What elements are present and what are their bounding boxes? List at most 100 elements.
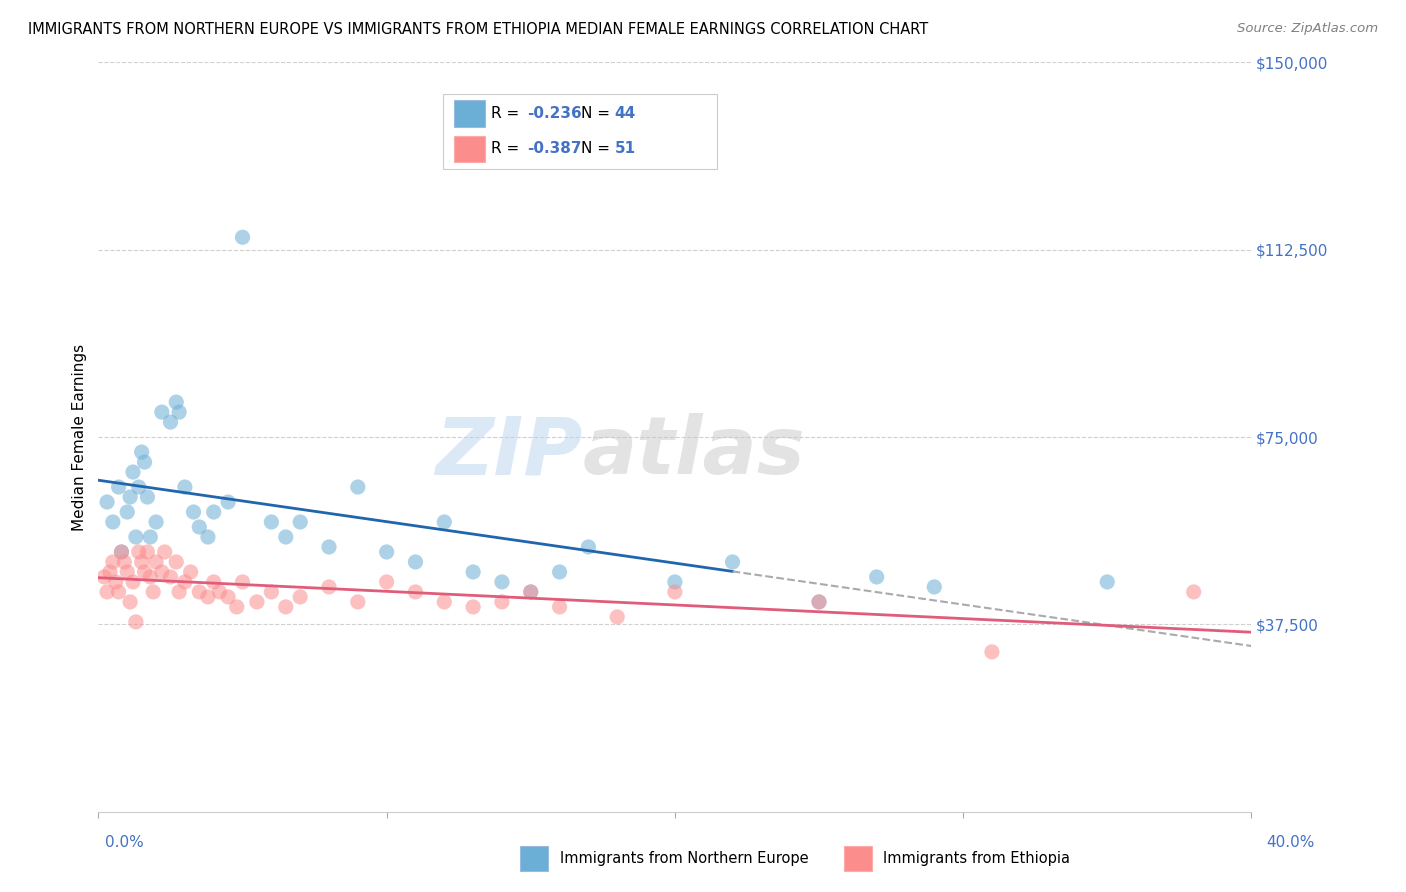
Text: atlas: atlas [582,413,806,491]
Point [136,545,159,559]
Point [153,545,176,559]
Point [188,585,211,599]
Point [159,415,181,429]
Text: 44: 44 [614,106,636,120]
Point [120,595,142,609]
Point [122,574,145,589]
Point [120,490,142,504]
Point [112,555,135,569]
Point [246,595,269,609]
Point [174,480,197,494]
Point [808,595,831,609]
Point [1182,585,1205,599]
Text: R =: R = [491,142,524,156]
Point [548,599,571,614]
Point [117,505,139,519]
Point [808,595,831,609]
Point [225,599,247,614]
Point [167,405,190,419]
Point [159,570,181,584]
Point [217,590,239,604]
Point [290,515,312,529]
Point [202,505,225,519]
Point [217,495,239,509]
Point [548,565,571,579]
Point [260,585,283,599]
Point [167,585,190,599]
Point [110,545,132,559]
Text: 0.0%: 0.0% [105,836,145,850]
Text: -0.236: -0.236 [527,106,582,120]
Point [260,515,283,529]
Text: N =: N = [581,106,614,120]
Point [145,515,167,529]
Text: IMMIGRANTS FROM NORTHERN EUROPE VS IMMIGRANTS FROM ETHIOPIA MEDIAN FEMALE EARNIN: IMMIGRANTS FROM NORTHERN EUROPE VS IMMIG… [28,22,928,37]
Point [136,490,159,504]
Point [96,585,118,599]
Text: -0.387: -0.387 [527,142,582,156]
Point [150,405,173,419]
Point [231,230,254,244]
Text: Source: ZipAtlas.com: Source: ZipAtlas.com [1237,22,1378,36]
Point [134,565,156,579]
Point [188,520,211,534]
Point [606,610,628,624]
Point [375,574,398,589]
Point [183,505,205,519]
Point [461,565,484,579]
Point [165,555,187,569]
Point [375,545,398,559]
Text: Immigrants from Northern Europe: Immigrants from Northern Europe [560,851,808,865]
Point [122,465,145,479]
Point [433,515,456,529]
Point [110,545,132,559]
Point [107,585,129,599]
Point [1097,574,1119,589]
Point [491,574,513,589]
Point [150,565,173,579]
Point [721,555,744,569]
Text: Immigrants from Ethiopia: Immigrants from Ethiopia [883,851,1070,865]
Point [142,585,165,599]
Point [866,570,889,584]
Point [145,555,167,569]
Point [125,530,148,544]
Point [290,590,312,604]
Point [101,555,124,569]
Text: N =: N = [581,142,614,156]
Point [174,574,197,589]
Point [197,530,219,544]
Point [202,574,225,589]
Point [433,595,456,609]
Point [318,540,340,554]
Point [117,565,139,579]
Point [318,580,340,594]
Point [139,530,162,544]
Point [107,480,129,494]
Point [520,585,543,599]
Point [231,574,254,589]
Point [664,585,686,599]
Point [274,599,297,614]
Point [180,565,202,579]
Point [197,590,219,604]
Point [104,574,127,589]
Point [461,599,484,614]
Point [131,555,153,569]
Text: 40.0%: 40.0% [1267,836,1315,850]
Text: 51: 51 [614,142,636,156]
Text: R =: R = [491,106,524,120]
Point [924,580,946,594]
Point [139,570,162,584]
Point [128,480,150,494]
Point [208,585,231,599]
Point [405,555,427,569]
Point [346,480,368,494]
Point [664,574,686,589]
Point [520,585,543,599]
Point [578,540,600,554]
Point [93,570,115,584]
Point [491,595,513,609]
Point [981,645,1004,659]
Point [101,515,124,529]
